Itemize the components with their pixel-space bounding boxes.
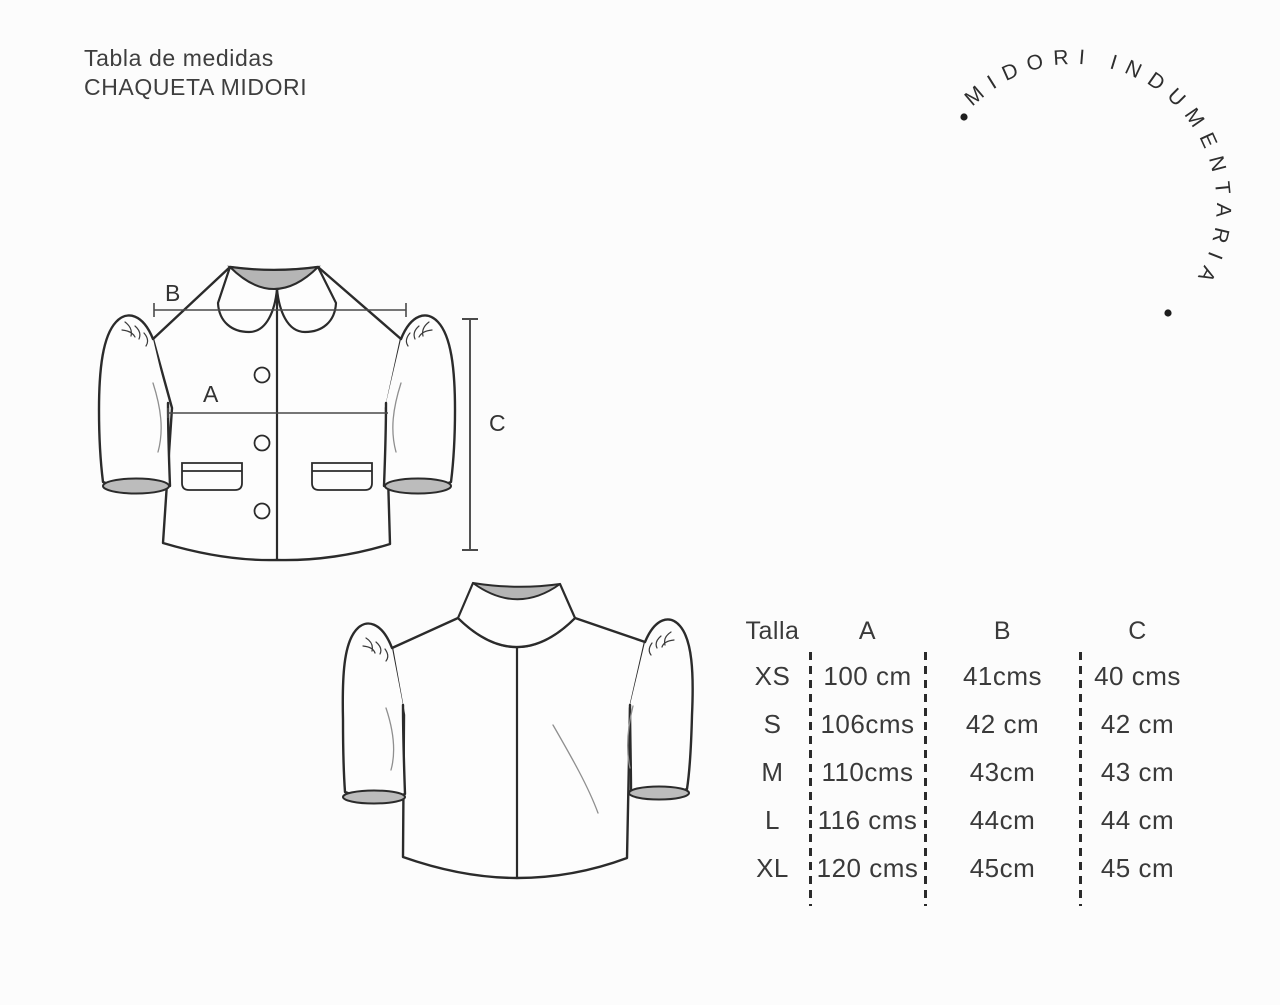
front-neck-opening (227, 265, 321, 290)
cell-b: 42 cm (965, 708, 1040, 739)
label-A: A (203, 381, 219, 407)
front-left-sleeve-outline (97, 314, 172, 492)
cell-size: XL (756, 852, 789, 883)
label-B: B (165, 280, 180, 306)
back-right-gathers (648, 631, 675, 656)
front-right-pocket (311, 462, 373, 491)
cell-c: 43 cm (1100, 756, 1175, 787)
cell-c: 45 cm (1100, 852, 1175, 883)
table-row-l: L 116 cms 44cm 44 cm (735, 796, 1195, 844)
cell-a: 110cms (821, 756, 914, 787)
title-line-1: Tabla de medidas (84, 45, 274, 71)
header-a: A (858, 616, 877, 645)
label-C: C (489, 410, 506, 436)
cell-c: 42 cm (1100, 708, 1175, 739)
title-line-2: CHAQUETA MIDORI (84, 74, 308, 100)
front-right-sleeve-outline (382, 314, 457, 492)
header-b: B (993, 616, 1012, 645)
cell-b: 45cm (969, 852, 1036, 883)
front-sleeve-drapes (152, 382, 402, 453)
table-header-row: Talla A B C (735, 610, 1195, 652)
measure-line-A (167, 408, 388, 418)
back-left-sleeve-outline (341, 622, 407, 801)
cell-a: 100 cm (823, 660, 912, 691)
header-talla: Talla (745, 616, 800, 645)
back-left-cuff (342, 789, 406, 805)
logo-end-dot-icon (1164, 309, 1172, 317)
cell-size: XS (754, 660, 791, 691)
front-left-cuff (102, 477, 170, 495)
front-left-gathers (121, 321, 149, 347)
front-left-sleeve (99, 315, 170, 491)
size-table: Talla A B C XS 100 cm 41cms 40 cms S 106… (735, 610, 1195, 910)
table-divider-2 (924, 652, 927, 906)
page-title: Tabla de medidas CHAQUETA MIDORI (84, 44, 307, 102)
cell-a: 106cms (820, 708, 915, 739)
cell-size: M (761, 756, 784, 787)
jacket-back-drawing (341, 581, 694, 880)
front-left-pocket (181, 462, 243, 491)
cell-b: 44cm (969, 804, 1036, 835)
cell-a: 120 cms (816, 852, 919, 883)
back-right-sleeve-outline (628, 618, 694, 798)
logo-arc-text: MIDORI INDUMENTARIA (960, 46, 1235, 295)
back-neck-opening (472, 582, 561, 601)
table-row-s: S 106cms 42 cm 42 cm (735, 700, 1195, 748)
button-3 (253, 502, 271, 520)
measure-line-B (153, 303, 407, 317)
table-row-xs: XS 100 cm 41cms 40 cms (735, 652, 1195, 700)
back-left-sleeve (342, 623, 405, 800)
table-divider-3 (1079, 652, 1082, 906)
table-divider-1 (809, 652, 812, 906)
logo-start-dot-icon (960, 113, 968, 121)
measure-line-C (462, 318, 478, 551)
table-row-m: M 110cms 43cm 43 cm (735, 748, 1195, 796)
back-left-gathers (362, 637, 389, 662)
cell-b: 43cm (969, 756, 1036, 787)
cell-size: L (765, 804, 780, 835)
back-right-cuff (628, 785, 690, 801)
back-body (390, 616, 647, 880)
jacket-front-drawing: B A C (97, 265, 506, 562)
cell-b: 41cms (962, 660, 1043, 691)
brand-logo: MIDORI INDUMENTARIA (960, 46, 1235, 317)
back-right-sleeve (630, 619, 693, 797)
header-c: C (1128, 616, 1147, 645)
cell-c: 44 cm (1100, 804, 1175, 835)
cell-a: 116 cms (817, 804, 918, 835)
back-drapes (385, 705, 634, 814)
front-right-gathers (405, 321, 433, 347)
front-right-sleeve (384, 315, 455, 491)
back-collar-band (458, 583, 575, 647)
front-collar-edges (216, 265, 338, 334)
table-row-xl: XL 120 cms 45cm 45 cm (735, 844, 1195, 892)
button-2 (253, 434, 271, 452)
cell-size: S (763, 708, 782, 739)
front-right-cuff (384, 477, 452, 495)
cell-c: 40 cms (1094, 660, 1181, 691)
button-1 (253, 366, 271, 384)
